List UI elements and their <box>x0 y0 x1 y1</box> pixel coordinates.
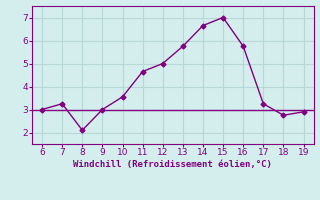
X-axis label: Windchill (Refroidissement éolien,°C): Windchill (Refroidissement éolien,°C) <box>73 160 272 169</box>
